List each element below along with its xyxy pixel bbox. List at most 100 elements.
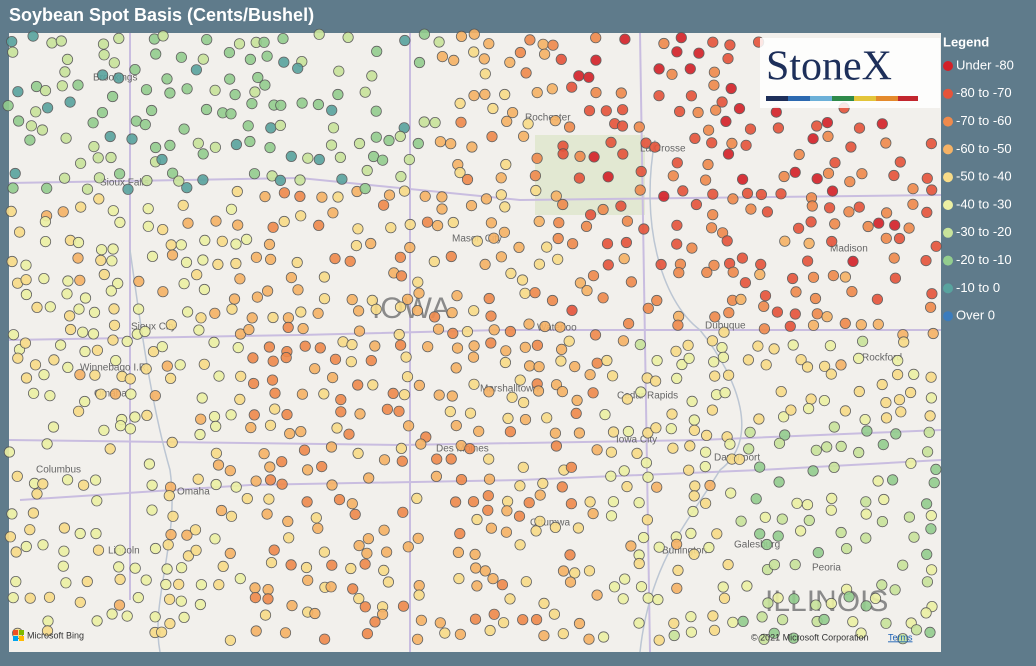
dot: [631, 447, 643, 459]
dot: [466, 141, 478, 153]
dot: [605, 510, 618, 522]
dot: [488, 608, 500, 620]
dot: [619, 33, 631, 45]
dot: [259, 79, 271, 91]
dot: [283, 532, 295, 544]
dot: [921, 446, 934, 458]
dot: [473, 425, 485, 437]
dot: [514, 46, 527, 59]
dot: [706, 137, 718, 149]
dot: [581, 284, 593, 297]
dot: [469, 613, 482, 625]
dot: [825, 368, 837, 380]
dot: [39, 85, 52, 97]
dot: [193, 324, 205, 336]
dot: [280, 351, 292, 364]
dot: [264, 461, 276, 473]
legend-label: -80 to -70: [956, 85, 1012, 100]
dot: [554, 321, 566, 333]
dot: [479, 68, 491, 80]
dot: [36, 124, 49, 136]
dot: [418, 116, 430, 128]
dot: [635, 386, 647, 398]
dot: [252, 71, 264, 84]
dot: [142, 203, 154, 215]
dot: [95, 388, 107, 400]
dot: [73, 405, 85, 417]
dot: [810, 599, 822, 611]
dot: [275, 99, 287, 111]
dot: [925, 138, 938, 150]
dot: [482, 490, 494, 502]
dot: [309, 607, 321, 620]
dot: [367, 379, 379, 391]
dot: [514, 374, 526, 386]
dot: [112, 277, 124, 289]
dot: [597, 292, 609, 304]
dot: [618, 253, 630, 265]
dot: [241, 492, 253, 505]
dot: [210, 420, 222, 432]
dot: [634, 184, 646, 196]
dot: [684, 440, 696, 452]
dot: [132, 591, 144, 604]
dot: [843, 206, 855, 218]
dot: [359, 601, 371, 613]
dot: [517, 614, 529, 626]
dot: [228, 293, 241, 305]
dot: [539, 320, 551, 333]
dot: [265, 122, 277, 134]
dot: [269, 403, 281, 415]
dot: [208, 410, 221, 423]
dot: [650, 422, 662, 434]
dot: [735, 293, 747, 305]
dot: [105, 285, 117, 297]
dot: [908, 368, 920, 380]
terms-link[interactable]: Terms: [888, 632, 913, 642]
dot: [350, 240, 362, 252]
dot: [38, 272, 50, 285]
dot: [519, 341, 531, 353]
dot: [495, 172, 507, 184]
legend-swatch: [943, 144, 953, 155]
dot: [346, 293, 358, 306]
dot: [805, 393, 817, 405]
dot: [649, 141, 661, 153]
dot: [224, 634, 236, 646]
dot: [524, 34, 536, 46]
dot: [756, 611, 768, 623]
dot: [504, 426, 516, 438]
dot: [146, 479, 158, 491]
dot: [182, 217, 194, 229]
dot: [110, 354, 122, 367]
dot: [182, 306, 194, 318]
dot: [353, 325, 366, 337]
dot: [106, 255, 118, 267]
dot: [772, 592, 784, 604]
dot: [146, 104, 158, 117]
dot: [787, 339, 799, 351]
dot: [413, 56, 426, 69]
dot: [113, 561, 125, 573]
dot: [549, 521, 562, 534]
dot: [565, 461, 578, 473]
dot: [534, 515, 546, 527]
dot: [57, 206, 69, 218]
dot: [894, 156, 906, 168]
dot: [500, 158, 512, 171]
dot: [671, 219, 683, 231]
dot: [742, 354, 755, 366]
dot: [225, 203, 238, 215]
dot: [75, 201, 87, 213]
dot: [224, 465, 236, 477]
dot: [267, 311, 279, 324]
dot: [853, 122, 866, 134]
dot: [346, 338, 358, 351]
dot: [352, 447, 364, 459]
dot: [190, 544, 202, 556]
dot: [876, 515, 889, 528]
dot: [292, 284, 304, 296]
dot: [514, 480, 526, 492]
dot: [164, 617, 176, 630]
